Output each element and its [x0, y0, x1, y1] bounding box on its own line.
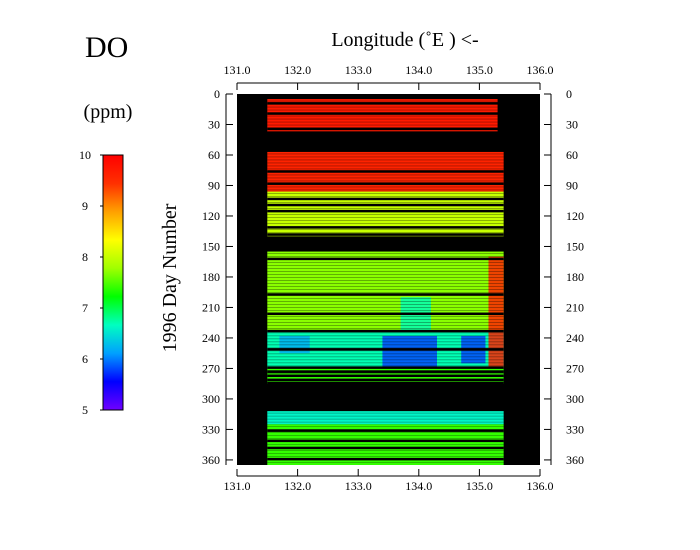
x-tick-label-top: 135.0 — [466, 63, 493, 77]
missing-row — [267, 226, 504, 229]
y-tick-label-right: 60 — [566, 148, 578, 162]
x-tick-label-top: 134.0 — [405, 63, 432, 77]
colorbar-label: (ppm) — [84, 101, 133, 123]
y-tick-label-left: 30 — [208, 117, 220, 131]
missing-row — [267, 209, 504, 213]
x-tick-label-top: 132.0 — [284, 63, 311, 77]
missing-row — [267, 374, 504, 378]
missing-row — [267, 329, 504, 333]
missing-row — [267, 233, 504, 236]
missing-row — [267, 293, 504, 296]
colorbar-tick-label: 8 — [82, 250, 88, 264]
y-tick-label-right: 180 — [566, 270, 584, 284]
data-block — [267, 251, 504, 331]
missing-row — [267, 170, 504, 173]
y-tick-label-left: 270 — [202, 361, 220, 375]
colorbar-tick-label: 10 — [79, 148, 91, 162]
y-tick-label-right: 300 — [566, 392, 584, 406]
missing-row — [267, 446, 504, 450]
missing-row — [267, 439, 504, 443]
missing-row — [267, 429, 504, 432]
y-tick-label-left: 210 — [202, 300, 220, 314]
y-tick-label-right: 90 — [566, 178, 578, 192]
y-tick-label-left: 90 — [208, 178, 220, 192]
y-tick-label-right: 240 — [566, 331, 584, 345]
x-tick-label-bottom: 133.0 — [345, 479, 372, 493]
missing-row — [267, 378, 504, 382]
missing-row — [267, 370, 504, 373]
y-tick-label-right: 270 — [566, 361, 584, 375]
colorbar-tick-label: 5 — [82, 403, 88, 417]
x-tick-label-bottom: 135.0 — [466, 479, 493, 493]
data-blocks — [267, 99, 504, 465]
y-tick-label-left: 240 — [202, 331, 220, 345]
missing-row — [267, 102, 504, 105]
y-tick-label-right: 330 — [566, 422, 584, 436]
y-tick-label-right: 30 — [566, 117, 578, 131]
x-axis-label: Longitude (˚E ) <- — [331, 29, 478, 51]
axes: 131.0 131.0 132.0 132.0 133.0 133.0 134.0 134.0… — [202, 63, 584, 493]
y-tick-label-left: 120 — [202, 209, 220, 223]
data-anomaly — [382, 335, 437, 369]
y-tick-label-left: 0 — [214, 87, 220, 101]
x-tick-label-bottom: 131.0 — [224, 479, 251, 493]
chart-title: DO — [85, 31, 128, 64]
y-tick-label-left: 180 — [202, 270, 220, 284]
missing-row — [267, 203, 504, 207]
colorbar — [102, 154, 124, 411]
x-tick-label-top: 136.0 — [527, 63, 554, 77]
missing-row — [267, 312, 504, 316]
y-tick-label-right: 0 — [566, 87, 572, 101]
missing-row — [267, 457, 504, 461]
y-tick-label-left: 300 — [202, 392, 220, 406]
missing-row — [267, 197, 504, 201]
y-axis-label: 1996 Day Number — [159, 203, 181, 352]
y-tick-label-right: 120 — [566, 209, 584, 223]
missing-row — [267, 182, 504, 185]
y-tick-label-left: 150 — [202, 239, 220, 253]
x-tick-label-bottom: 136.0 — [527, 479, 554, 493]
missing-row — [267, 131, 504, 135]
y-tick-label-left: 360 — [202, 453, 220, 467]
colorbar-tick-label: 9 — [82, 199, 88, 213]
data-block — [267, 411, 504, 425]
x-tick-label-top: 133.0 — [345, 63, 372, 77]
missing-row — [267, 127, 504, 131]
missing-row — [267, 257, 504, 261]
colorbar-tick-label: 6 — [82, 352, 88, 366]
x-tick-label-bottom: 132.0 — [284, 479, 311, 493]
y-tick-label-left: 60 — [208, 148, 220, 162]
y-tick-label-right: 360 — [566, 453, 584, 467]
missing-row — [267, 381, 504, 385]
colorbar-tick-label: 7 — [82, 301, 88, 315]
y-tick-label-right: 210 — [566, 300, 584, 314]
data-anomaly — [400, 297, 431, 333]
x-tick-label-bottom: 134.0 — [405, 479, 432, 493]
y-tick-label-right: 150 — [566, 239, 584, 253]
missing-row — [267, 366, 504, 369]
colorbar-ticks: 10 9 8 7 6 5 — [79, 148, 103, 417]
missing-row — [267, 112, 504, 115]
x-tick-label-top: 131.0 — [224, 63, 251, 77]
y-tick-label-left: 330 — [202, 422, 220, 436]
missing-row — [267, 348, 504, 351]
